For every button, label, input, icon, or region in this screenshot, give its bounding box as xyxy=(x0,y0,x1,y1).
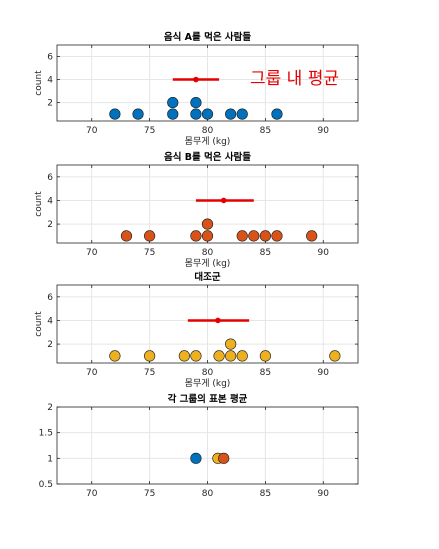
data-point xyxy=(201,230,214,242)
y-tick-label: 2 xyxy=(47,403,53,413)
data-point xyxy=(225,108,237,120)
x-tick-label: 85 xyxy=(260,489,271,499)
x-tick-label: 85 xyxy=(260,368,271,378)
data-point xyxy=(236,230,248,242)
chart-title: 음식 B를 먹은 사람들 xyxy=(164,151,251,163)
x-tick-label: 75 xyxy=(144,368,155,378)
data-point xyxy=(167,96,179,109)
y-tick-label: 6 xyxy=(47,173,53,183)
data-point xyxy=(178,350,190,362)
x-axis-label: 몸무게 (kg) xyxy=(185,136,231,147)
data-point xyxy=(190,452,202,464)
x-tick-label: 80 xyxy=(202,126,214,136)
data-point xyxy=(236,350,248,362)
data-point xyxy=(201,218,214,230)
data-point xyxy=(306,230,318,242)
data-point xyxy=(120,230,133,242)
x-axis-label: 몸무게 (kg) xyxy=(185,258,231,269)
y-tick-label: 1.5 xyxy=(39,429,53,439)
x-axis-label: 몸무게 (kg) xyxy=(185,378,231,389)
annotation-label: 그룹 내 평균 xyxy=(250,69,339,89)
y-tick-label: 4 xyxy=(47,316,53,326)
data-point xyxy=(190,230,202,242)
y-tick-label: 1 xyxy=(47,454,53,464)
x-tick-label: 70 xyxy=(86,368,98,378)
x-tick-label: 70 xyxy=(86,248,98,258)
data-point xyxy=(132,108,144,120)
y-axis-label: count xyxy=(34,191,44,217)
x-tick-label: 70 xyxy=(86,489,98,499)
x-tick-label: 80 xyxy=(202,489,214,499)
data-point xyxy=(248,230,260,242)
x-tick-label: 85 xyxy=(260,126,271,136)
data-point xyxy=(213,350,225,362)
data-point xyxy=(190,96,202,109)
data-point xyxy=(236,108,248,120)
mean-marker xyxy=(220,197,227,204)
y-axis-label: count xyxy=(34,311,44,337)
data-point xyxy=(271,230,283,242)
x-tick-label: 75 xyxy=(144,248,155,258)
x-tick-label: 80 xyxy=(202,248,214,258)
data-point xyxy=(144,230,156,242)
x-tick-label: 90 xyxy=(318,489,330,499)
data-point xyxy=(259,230,271,242)
y-axis-label: count xyxy=(34,70,44,96)
x-tick-label: 90 xyxy=(318,126,330,136)
y-tick-label: 0.5 xyxy=(39,480,53,490)
y-tick-label: 4 xyxy=(47,196,53,206)
data-point xyxy=(225,338,237,350)
data-point xyxy=(109,350,121,362)
x-tick-label: 75 xyxy=(144,126,155,136)
y-tick-label: 2 xyxy=(47,220,53,230)
data-point xyxy=(190,108,202,120)
data-point xyxy=(329,350,341,362)
mean-marker xyxy=(193,76,199,83)
x-tick-label: 90 xyxy=(318,248,330,258)
data-point xyxy=(109,108,121,120)
data-point xyxy=(190,350,202,362)
x-tick-label: 90 xyxy=(318,368,330,378)
data-point xyxy=(201,108,214,120)
y-tick-label: 2 xyxy=(47,99,53,109)
chart-title: 음식 A를 먹은 사람들 xyxy=(164,31,251,43)
data-point xyxy=(167,108,179,120)
x-tick-label: 75 xyxy=(144,489,155,499)
x-tick-label: 80 xyxy=(202,368,214,378)
chart-title: 각 그룹의 표본 평균 xyxy=(168,393,248,405)
chart-title: 대조군 xyxy=(194,271,220,283)
x-tick-label: 85 xyxy=(260,248,271,258)
x-tick-label: 70 xyxy=(86,126,98,136)
y-tick-label: 4 xyxy=(47,76,53,86)
data-point xyxy=(218,452,230,464)
data-point xyxy=(144,350,156,362)
data-point xyxy=(259,350,271,362)
y-tick-label: 6 xyxy=(47,53,53,63)
y-tick-label: 6 xyxy=(47,293,53,303)
data-point xyxy=(271,108,283,120)
mean-marker xyxy=(215,317,221,324)
data-point xyxy=(225,350,237,362)
y-tick-label: 2 xyxy=(47,340,53,350)
